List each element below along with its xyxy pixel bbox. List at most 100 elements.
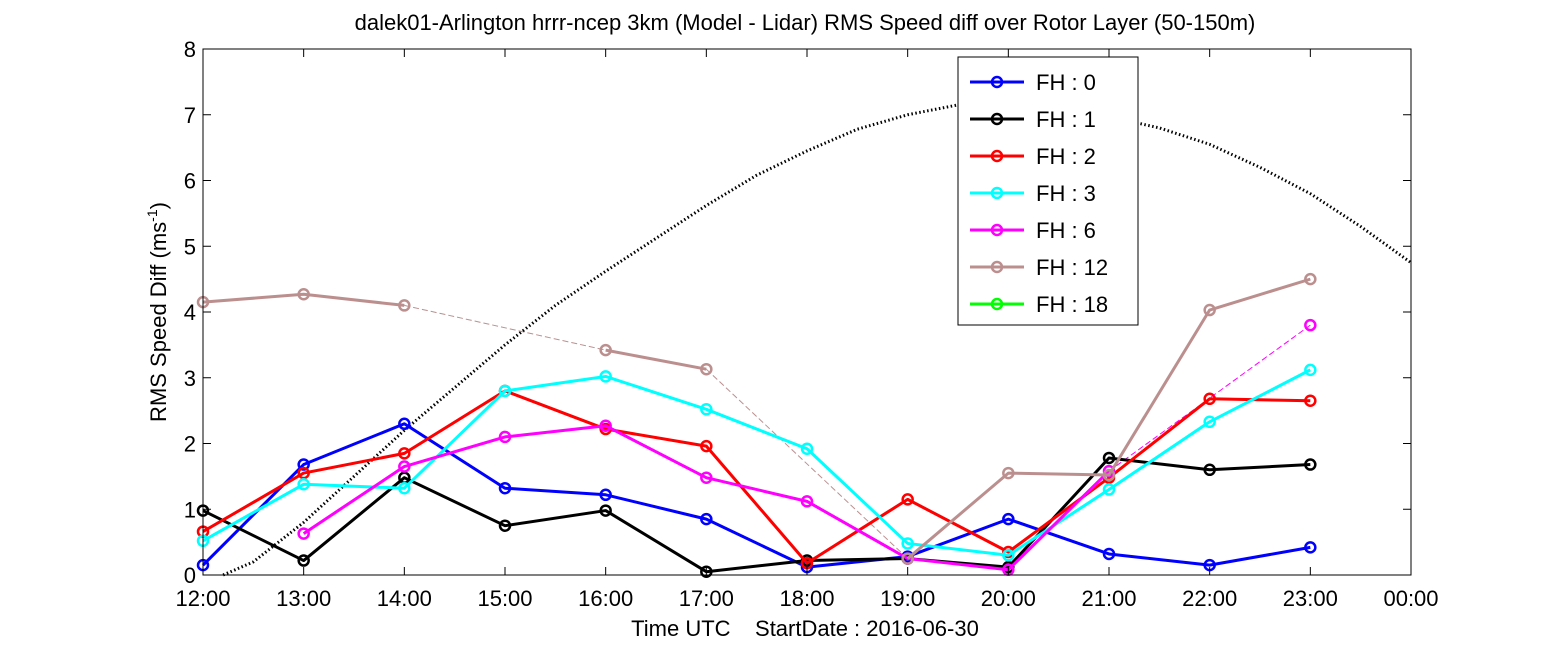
series-1-point [599, 504, 612, 517]
series-1-point [1203, 463, 1216, 477]
series-4-point [700, 471, 713, 484]
series-3-point [1203, 415, 1216, 429]
x-tick-label: 20:00 [981, 586, 1036, 611]
series-0-line [201, 422, 1311, 569]
legend-swatch-marker [990, 186, 1004, 200]
series-5-gap-line [705, 368, 909, 559]
series-3-point [599, 370, 612, 383]
series-1-point [297, 554, 310, 567]
x-tick-label: 00:00 [1383, 586, 1438, 611]
y-tick-label: 3 [184, 366, 196, 391]
x-tick-label: 22:00 [1182, 586, 1237, 611]
series-0-point [700, 512, 713, 526]
series-4-point [398, 460, 411, 473]
y-tick-label: 2 [184, 432, 196, 457]
series-5-point [599, 343, 612, 357]
series-5-point [398, 299, 411, 312]
series-5-line [202, 292, 405, 307]
series-5-point [1102, 468, 1116, 482]
legend-label: FH : 3 [1036, 181, 1096, 206]
y-axis-label-close: ) [146, 202, 171, 209]
x-tick-label: 12:00 [175, 586, 230, 611]
legend-item: FH : 6 [970, 218, 1096, 243]
legend-label: FH : 1 [1036, 107, 1096, 132]
series-4-point [498, 430, 512, 444]
series-0-point [1102, 547, 1116, 561]
series-1-point [700, 565, 713, 578]
gap-lines [404, 304, 1311, 559]
series-3-point [1304, 363, 1317, 377]
x-axis-label: Time UTC StartDate : 2016-06-30 [631, 616, 979, 641]
series-3-point [901, 537, 914, 550]
y-tick-label: 7 [184, 103, 196, 128]
series-0-point [398, 417, 411, 431]
series-2-line [202, 389, 1311, 565]
series-2-point [1203, 392, 1216, 406]
series-5-point [1304, 272, 1317, 286]
series-0-point [297, 458, 310, 471]
chart-title: dalek01-Arlington hrrr-ncep 3km (Model -… [355, 10, 1256, 35]
series-3-point [1002, 549, 1015, 562]
x-tick-label: 13:00 [276, 586, 331, 611]
series-3-point [800, 442, 814, 456]
series-5-line [605, 348, 707, 371]
series-5 [196, 272, 1317, 565]
series-3-point [700, 403, 713, 416]
y-tick-label: 4 [184, 300, 196, 325]
series-4-point [297, 527, 310, 540]
legend-label: FH : 2 [1036, 144, 1096, 169]
legend-label: FH : 12 [1036, 255, 1108, 280]
x-tick-label: 17:00 [679, 586, 734, 611]
series-5-point [1002, 466, 1015, 480]
legend-box [957, 56, 1139, 326]
x-tick-label: 16:00 [578, 586, 633, 611]
series-4-point [1304, 318, 1317, 332]
y-tick-label: 1 [184, 497, 196, 522]
x-tick-label: 19:00 [880, 586, 935, 611]
series-5-point [297, 287, 310, 301]
legend-item: FH : 2 [970, 144, 1096, 169]
legend-item: FH : 0 [970, 70, 1096, 95]
series-1-point [1304, 458, 1317, 471]
x-tick-label: 21:00 [1081, 586, 1136, 611]
legend-swatch-marker [990, 75, 1004, 89]
y-tick-label: 5 [184, 234, 196, 259]
series-5-point [901, 552, 914, 565]
series-5-point [1203, 303, 1216, 317]
legend-item: FH : 18 [970, 292, 1108, 317]
legend-label: FH : 6 [1036, 218, 1096, 243]
series-0-point [498, 481, 512, 495]
y-axis-ticks: 0 1 2 3 4 5 6 7 8 [184, 37, 1411, 588]
legend-swatch-marker [990, 112, 1004, 126]
series-3 [196, 363, 1317, 562]
legend-swatch-marker [990, 149, 1004, 163]
series-2-point [700, 439, 713, 453]
x-tick-label: 15:00 [477, 586, 532, 611]
series-4-gap-line [1108, 324, 1311, 472]
y-tick-label: 0 [184, 563, 196, 588]
dotted-curve [222, 100, 1412, 577]
series-0 [196, 417, 1317, 574]
series-4-point [599, 419, 612, 432]
series-4-line [302, 424, 1111, 572]
x-tick-label: 23:00 [1283, 586, 1338, 611]
legend-item: FH : 12 [970, 255, 1108, 280]
series-3-point [498, 384, 512, 398]
legend-label: FH : 0 [1036, 70, 1096, 95]
y-tick-label: 6 [184, 169, 196, 194]
x-tick-label: 14:00 [377, 586, 432, 611]
legend: FH : 0 FH : 1 FH : 2 FH : 3 FH : 6 FH : 12 FH … [957, 56, 1139, 326]
series-1-point [498, 519, 512, 532]
legend-swatch-marker [990, 260, 1004, 274]
legend-swatch-marker [990, 223, 1004, 237]
series-1-line [202, 456, 1311, 574]
legend-item: FH : 3 [970, 181, 1096, 206]
series-3-point [297, 478, 310, 491]
series-layer [196, 272, 1317, 578]
series-0-point [599, 488, 612, 502]
dotted-curve-line [222, 100, 1412, 577]
x-axis-ticks: 12:00 13:00 14:00 15:00 16:00 17:00 18:00 19:00… [175, 49, 1439, 611]
series-2-point [1304, 394, 1317, 408]
series-3-point [398, 481, 411, 495]
